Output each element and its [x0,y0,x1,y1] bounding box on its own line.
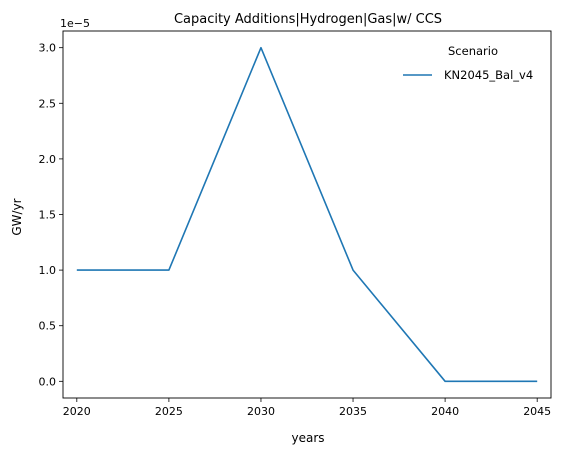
y-axis-offset-label: 1e−5 [60,17,90,30]
y-tick-label: 2.5 [39,97,57,110]
x-tick-label: 2035 [339,405,367,418]
x-tick-label: 2025 [155,405,183,418]
plot-frame [62,30,552,399]
x-tick-label: 2020 [63,405,91,418]
x-axis-label: years [291,431,324,445]
y-tick-label: 2.0 [39,153,57,166]
legend-title: Scenario [448,44,498,58]
x-tick-label: 2040 [431,405,459,418]
x-tick-label: 2045 [523,405,551,418]
y-tick-label: 1.0 [39,264,57,277]
series-line [76,46,538,383]
y-axis-label: GW/yr [10,198,24,235]
y-tick-label: 0.0 [39,375,57,388]
chart-title: Capacity Additions|Hydrogen|Gas|w/ CCS [174,12,442,27]
x-axis-ticks: 2020 2025 2030 2035 2040 2045 [63,398,551,418]
series-layer [76,46,538,383]
y-tick-label: 1.5 [39,209,57,222]
legend-entry-label: KN2045_Bal_v4 [444,68,533,82]
y-tick-label: 0.5 [39,320,57,333]
x-tick-label: 2030 [247,405,275,418]
y-tick-label: 3.0 [39,42,57,55]
legend: Scenario KN2045_Bal_v4 [403,44,533,82]
y-axis-ticks: 0.0 0.5 1.0 1.5 2.0 2.5 3.0 [39,42,63,388]
legend-items: KN2045_Bal_v4 [403,68,533,82]
